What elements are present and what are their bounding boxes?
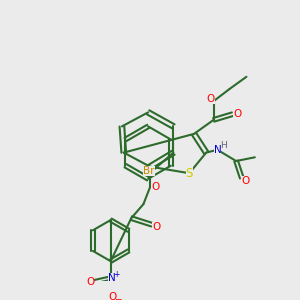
Text: −: − <box>114 294 122 300</box>
Text: S: S <box>186 167 193 180</box>
Text: N: N <box>214 145 221 155</box>
Text: O: O <box>233 109 241 119</box>
Text: N: N <box>108 273 116 283</box>
Text: O: O <box>86 277 94 287</box>
Text: O: O <box>242 176 250 186</box>
Text: O: O <box>108 292 117 300</box>
Text: O: O <box>152 222 161 232</box>
Text: +: + <box>113 270 119 279</box>
Text: H: H <box>220 141 226 150</box>
Text: Br: Br <box>143 166 155 176</box>
Text: O: O <box>207 94 215 104</box>
Text: O: O <box>152 182 160 192</box>
